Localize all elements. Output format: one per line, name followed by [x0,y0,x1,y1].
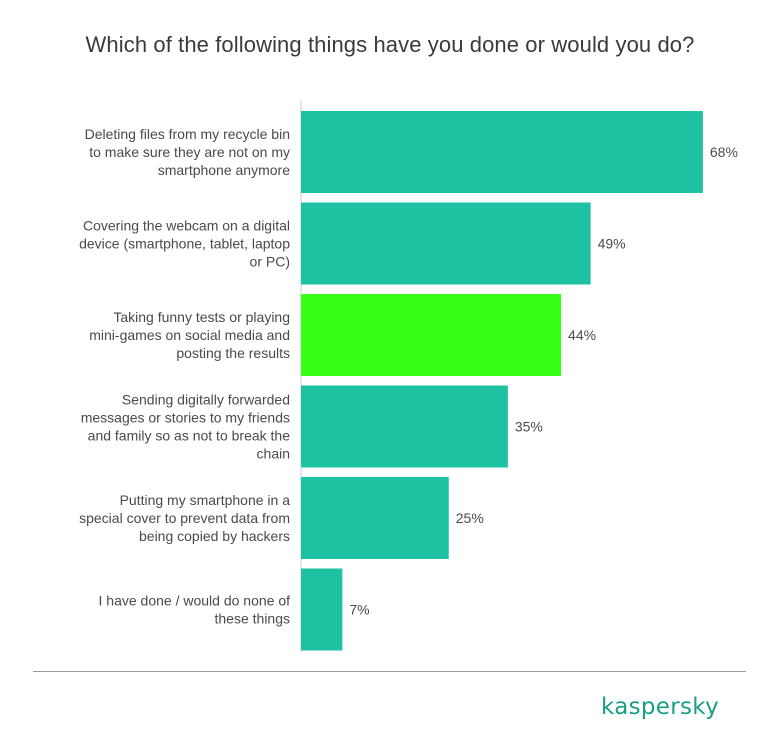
bar-3 [301,294,562,376]
category-label-line: Covering the webcam on a digital [83,218,290,234]
category-label-line: smartphone anymore [158,162,291,178]
category-label-line: or PC) [250,254,290,270]
category-label-line: Putting my smartphone in a [120,492,291,508]
category-label-line: posting the results [176,345,290,361]
footer-divider [33,671,746,672]
value-label-5: 25% [456,510,484,526]
category-label-line: messages or stories to my friends [81,410,290,426]
bar-1 [301,111,703,193]
bar-5 [301,477,449,559]
category-label-1: Deleting files from my recycle bin to mak… [85,126,291,178]
bar-2 [301,202,591,285]
category-label-line: I have done / would do none of [99,593,291,609]
category-label-line: these things [215,611,291,627]
value-label-6: 7% [349,602,369,618]
value-label-3: 44% [568,327,596,343]
category-label-line: Sending digitally forwarded [122,392,290,408]
category-label-line: to make sure they are not on my [89,144,290,160]
page-title: Which of the following things have you d… [85,32,695,57]
value-label-1: 68% [710,144,738,160]
category-label-3: Taking funny tests or playing mini-games … [89,309,290,361]
category-label-line: special cover to prevent data from [79,510,290,526]
kaspersky-logo: kaspersky [601,694,719,720]
category-label-line: being copied by hackers [139,528,290,544]
category-label-line: device (smartphone, tablet, laptop [79,236,290,252]
category-label-2: Covering the webcam on a digital device (… [79,218,290,270]
category-label-line: Taking funny tests or playing [113,309,290,325]
category-label-line: and family so as not to break the [88,428,291,444]
bar-6 [301,568,343,651]
category-label-5: Putting my smartphone in a special cover … [79,492,290,544]
category-label-line: mini-games on social media and [89,327,290,343]
category-label-line: chain [257,446,290,462]
value-label-4: 35% [515,419,543,435]
category-label-line: Deleting files from my recycle bin [85,126,290,142]
value-label-2: 49% [598,236,626,252]
category-label-4: Sending digitally forwarded messages or s… [81,392,291,462]
bar-4 [301,385,508,468]
category-label-6: I have done / would do none of these thin… [99,593,291,627]
